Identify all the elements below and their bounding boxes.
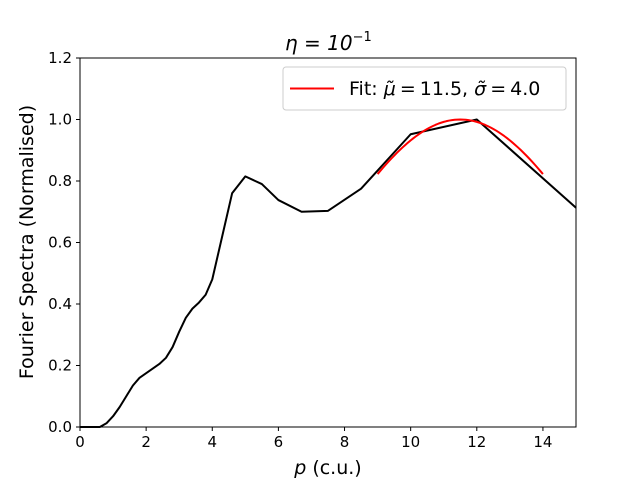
title-text: η = 10−1 (285, 30, 372, 55)
legend: Fit: μ̃ = 11.5, σ̃ = 4.0 (282, 66, 567, 111)
legend-prefix: Fit: (349, 78, 384, 100)
y-tick-label: 0.4 (48, 295, 72, 313)
x-tick-label: 14 (533, 433, 552, 451)
x-axis-label: p (c.u.) (293, 457, 361, 479)
y-tick-label: 0.2 (48, 357, 72, 375)
x-tick-label: 0 (75, 433, 85, 451)
y-tick-label: 0.6 (48, 234, 72, 252)
x-axis-label-var: p (293, 457, 306, 479)
plot-title: η = 10−1 (285, 30, 372, 55)
y-tick-label: 1.2 (48, 49, 72, 67)
x-axis-ticks: 0 2 4 6 8 10 12 14 (75, 427, 552, 451)
x-tick-label: 10 (401, 433, 420, 451)
y-tick-label: 1.0 (48, 111, 72, 129)
x-axis-label-unit: (c.u.) (312, 457, 361, 479)
x-tick-label: 4 (207, 433, 217, 451)
y-tick-label: 0.8 (48, 172, 72, 190)
legend-mu-symbol: μ̃ (383, 78, 396, 100)
plot-area (79, 57, 577, 428)
x-tick-label: 8 (340, 433, 350, 451)
legend-box (282, 66, 567, 111)
legend-label-fit: Fit: μ̃ = 11.5, σ̃ = 4.0 (349, 78, 540, 100)
x-tick-label: 2 (141, 433, 151, 451)
spectrum-line (80, 118, 577, 428)
x-tick-label: 6 (274, 433, 284, 451)
legend-sigma-value: 4.0 (510, 78, 540, 100)
title-exponent: −1 (353, 30, 372, 45)
legend-mu-value: 11.5 (420, 78, 462, 100)
title-math: η = 10 (285, 31, 353, 55)
y-axis-ticks: 0.0 0.2 0.4 0.6 0.8 1.0 1.2 (48, 49, 80, 436)
legend-sigma-symbol: σ̃ (474, 78, 487, 100)
fit-curve (376, 118, 544, 175)
x-tick-label: 12 (467, 433, 486, 451)
axes-frame (79, 57, 577, 428)
y-tick-label: 0.0 (48, 418, 72, 436)
y-axis-label: Fourier Spectra (Normalised) (16, 105, 38, 379)
series-layer (80, 118, 577, 428)
